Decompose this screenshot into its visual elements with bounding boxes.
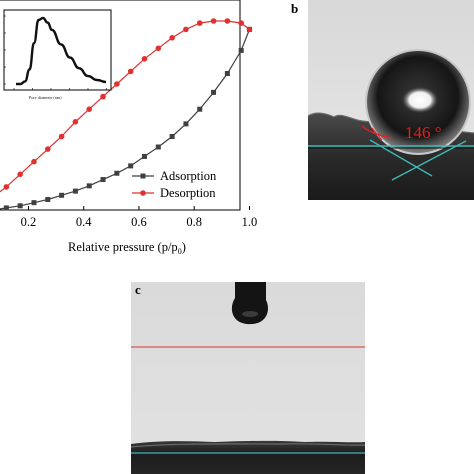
x-tick-label: 1.0 — [242, 215, 258, 229]
data-point-adsorption — [169, 134, 175, 139]
legend-label-adsorption: Adsorption — [160, 169, 217, 183]
legend-marker-desorption — [140, 190, 146, 196]
data-point-desorption — [127, 68, 134, 75]
data-point-desorption — [238, 20, 244, 26]
isotherm-chart: 0.2 0.4 0.6 0.8 1.0 Adsorption Desorption Re… — [0, 0, 257, 256]
data-point-adsorption — [238, 47, 244, 53]
data-point-desorption — [210, 18, 217, 24]
photo-c-spread-film — [131, 440, 365, 474]
data-point-desorption — [196, 20, 203, 26]
data-point-desorption — [58, 133, 65, 140]
plot-series — [0, 18, 253, 211]
data-point-adsorption — [197, 106, 203, 112]
x-tick-label: 0.8 — [186, 215, 202, 229]
inset-distribution-curve — [16, 16, 107, 86]
data-point-adsorption — [114, 170, 120, 176]
x-tick-label: 0.2 — [21, 215, 37, 229]
data-point-desorption — [72, 119, 79, 125]
x-axis-title-suffix: ) — [182, 240, 186, 254]
data-point-adsorption — [224, 71, 230, 76]
data-point-desorption — [44, 146, 51, 152]
data-point-adsorption — [59, 192, 65, 198]
data-point-adsorption — [183, 121, 189, 127]
data-point-desorption — [246, 26, 253, 33]
data-point-desorption — [114, 81, 120, 87]
data-point-adsorption — [128, 163, 134, 169]
data-point-adsorption — [141, 153, 147, 159]
plot-frame — [0, 0, 241, 211]
panel-label-b: b — [291, 1, 298, 16]
data-point-adsorption — [3, 205, 9, 211]
data-point-desorption — [155, 45, 162, 52]
data-point-desorption — [224, 18, 231, 24]
data-point-desorption — [183, 26, 189, 33]
photo-b-tangent-left — [369, 139, 433, 177]
photo-b-droplet-glare — [402, 87, 438, 113]
data-point-desorption — [17, 171, 23, 178]
photo-c-film-highlight — [131, 443, 365, 448]
photo-b-angle-tick — [371, 127, 383, 141]
legend-label-desorption: Desorption — [160, 186, 216, 200]
x-axis-title-subscript: 0 — [178, 247, 182, 256]
photo-c-drop-glare — [242, 311, 258, 317]
legend-marker-adsorption — [140, 173, 146, 179]
x-axis-title-main: Relative pressure (p/p — [68, 240, 178, 254]
inset-frame — [3, 9, 112, 91]
photo-c-needle-drop — [231, 282, 268, 325]
data-point-adsorption — [45, 197, 51, 202]
data-point-adsorption — [31, 200, 37, 206]
data-point-adsorption — [155, 144, 161, 150]
data-point-desorption — [86, 106, 93, 112]
legend: Adsorption Desorption — [132, 169, 217, 200]
data-point-desorption — [31, 158, 37, 165]
contact-angle-photo-b: b 146 ° — [291, 0, 474, 200]
data-point-desorption — [3, 184, 10, 190]
x-tick-label: 0.4 — [76, 215, 92, 229]
inset-ticks — [4, 15, 107, 90]
contact-angle-photo-c: c — [131, 282, 365, 474]
contact-angle-value: 146 ° — [405, 123, 442, 142]
data-point-adsorption — [100, 177, 106, 183]
data-point-desorption — [100, 93, 106, 100]
panel-label-c: c — [135, 282, 141, 297]
data-point-adsorption — [211, 89, 217, 95]
data-point-desorption — [169, 35, 175, 41]
x-axis-ticks: 0.2 0.4 0.6 0.8 1.0 — [21, 206, 258, 229]
photo-b-substrate-edge — [308, 112, 474, 134]
data-point-desorption — [141, 56, 148, 62]
photo-b-tangent-right — [391, 140, 467, 181]
inset-chart: Pore diameter (nm) — [3, 9, 112, 100]
data-point-adsorption — [86, 183, 92, 189]
x-axis-title: Relative pressure (p/p0) — [68, 240, 186, 256]
inset-x-axis-title: Pore diameter (nm) — [29, 95, 62, 100]
data-point-adsorption — [72, 188, 78, 194]
x-tick-label: 0.6 — [131, 215, 147, 229]
data-point-adsorption — [17, 203, 23, 209]
